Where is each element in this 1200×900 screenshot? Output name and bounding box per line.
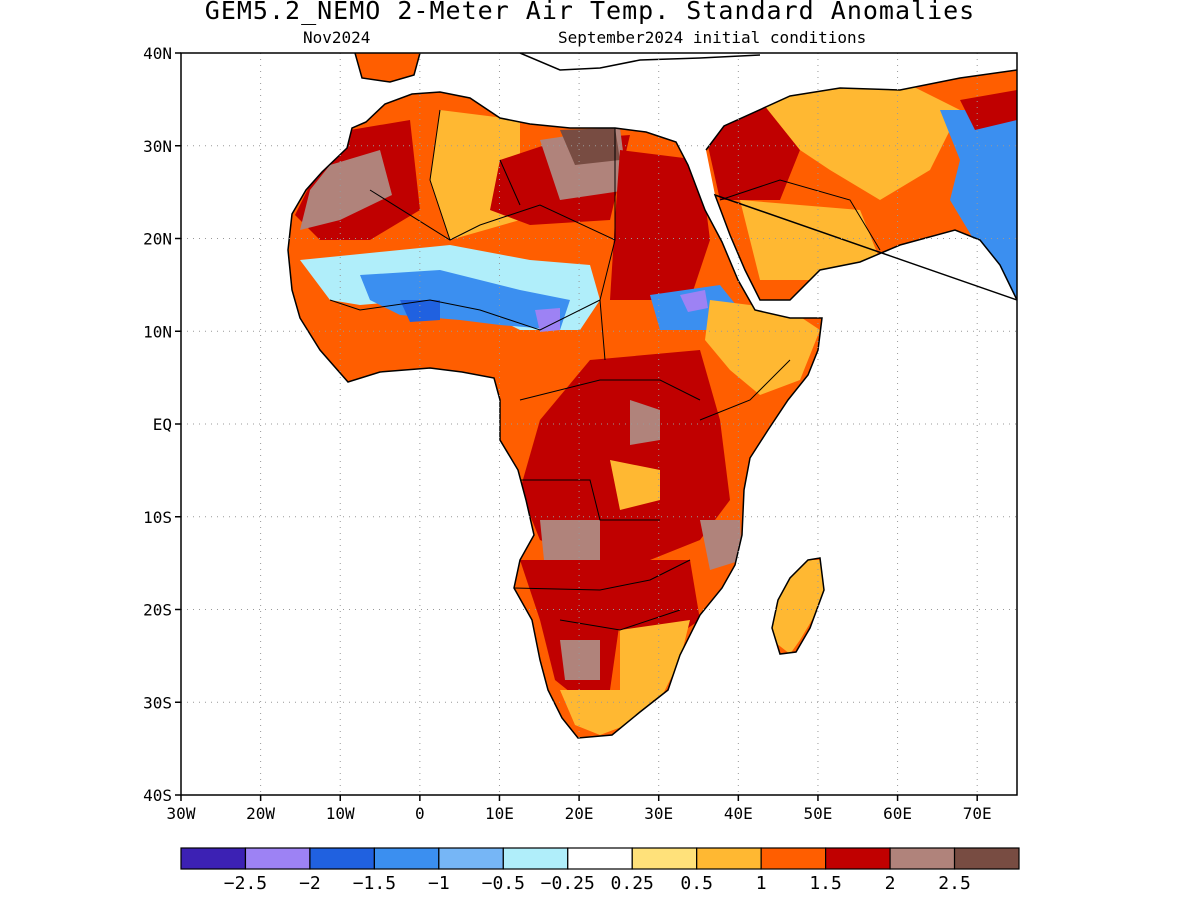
colorbar-label: 0.25 xyxy=(611,873,654,894)
lon-tick-label: 0 xyxy=(415,804,425,823)
colorbar-label: 1 xyxy=(756,873,767,894)
lat-tick-label: 30N xyxy=(143,137,172,156)
lon-tick-label: 20E xyxy=(565,804,594,823)
plot-frame xyxy=(180,52,1018,796)
colorbar-label: −2 xyxy=(299,873,321,894)
lat-tick-label: 20S xyxy=(143,601,172,620)
lat-tick-label: 40S xyxy=(143,786,172,805)
colorbar-swatch xyxy=(244,847,311,870)
colorbar-swatch xyxy=(502,847,569,870)
colorbar-swatch xyxy=(953,847,1020,870)
colorbar-label: 2.5 xyxy=(938,873,971,894)
colorbar-swatch xyxy=(438,847,504,870)
colorbar-swatch xyxy=(631,847,698,870)
colorbar-swatch xyxy=(373,847,440,870)
latitude-labels: 40N 30N 20N 10N EQ 10S 20S 30S 40S xyxy=(143,44,172,805)
colorbar-swatch xyxy=(696,847,762,870)
colorbar-label: −1 xyxy=(428,873,450,894)
coastlines xyxy=(287,53,1017,739)
colorbar-swatch xyxy=(309,847,375,870)
colorbar-swatch xyxy=(567,847,633,870)
colorbar-swatch xyxy=(825,847,891,870)
longitude-labels: 30W 20W 10W 0 10E 20E 30E 40E 50E 60E 70E xyxy=(167,804,992,823)
colorbar-swatch xyxy=(180,847,247,870)
lon-tick-label: 20W xyxy=(246,804,275,823)
lat-tick-label: 20N xyxy=(143,230,172,249)
colorbar-label: −0.25 xyxy=(541,873,595,894)
lon-tick-label: 30E xyxy=(644,804,673,823)
valid-month-label: Nov2024 xyxy=(303,28,371,47)
colorbar-swatch xyxy=(889,847,956,870)
lon-tick-label: 10E xyxy=(485,804,514,823)
lat-tick-label: 30S xyxy=(143,693,172,712)
lon-tick-label: 10W xyxy=(326,804,355,823)
colorbar-label: −0.5 xyxy=(482,873,525,894)
colorbar-label: −1.5 xyxy=(353,873,396,894)
colorbar-swatch xyxy=(760,847,827,870)
colorbar xyxy=(180,847,1020,870)
lon-tick-label: 40E xyxy=(724,804,753,823)
lat-tick-label: 10N xyxy=(143,322,172,341)
lon-tick-label: 30W xyxy=(167,804,196,823)
country-borders xyxy=(329,109,881,631)
initial-conditions-label: September2024 initial conditions xyxy=(558,28,867,47)
colorbar-label: 2 xyxy=(885,873,896,894)
colorbar-label: −2.5 xyxy=(224,873,267,894)
lat-tick-label: 40N xyxy=(143,44,172,63)
colorbar-labels: −2.5 −2 −1.5 −1 −0.5 −0.25 0.25 0.5 1 1.5 2 2.5 xyxy=(224,873,971,894)
lat-tick-label: 10S xyxy=(143,508,172,527)
lon-tick-label: 50E xyxy=(803,804,832,823)
map-title: GEM5.2_NEMO 2-Meter Air Temp. Standard A… xyxy=(204,0,976,25)
colorbar-label: 0.5 xyxy=(680,873,713,894)
lat-tick-label: EQ xyxy=(153,415,172,434)
lon-tick-label: 60E xyxy=(883,804,912,823)
lon-tick-label: 70E xyxy=(963,804,992,823)
colorbar-label: 1.5 xyxy=(809,873,842,894)
